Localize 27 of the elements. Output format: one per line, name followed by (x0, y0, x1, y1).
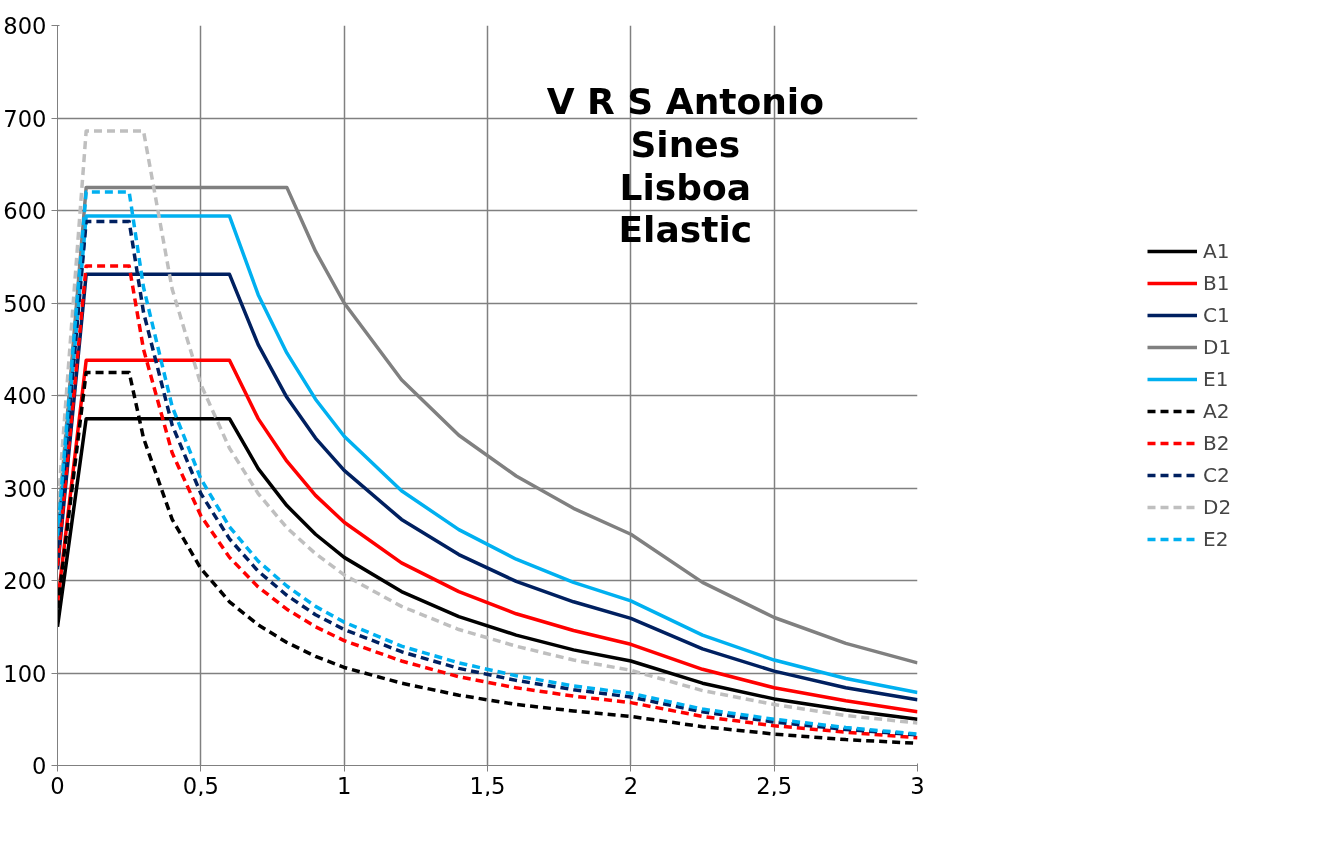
legend-label: E1 (1203, 367, 1230, 391)
x-tick-label: 1,5 (469, 772, 506, 799)
x-tick-label: 0 (50, 772, 65, 799)
y-tick-label: 700 (3, 105, 47, 132)
legend-label: A2 (1203, 399, 1231, 423)
y-tick-label: 600 (3, 198, 47, 224)
text: V R S Antonio Sines Lisboa Elastic (546, 80, 824, 251)
y-tick-label: 400 (3, 383, 47, 409)
x-tick-label: 2 (623, 772, 639, 799)
y-tick-label: 200 (3, 568, 47, 594)
x-tick-label: 1 (336, 772, 352, 799)
legend-label: A1 (1203, 239, 1231, 263)
x-tick-label: 3 (910, 772, 925, 799)
legend-label: D1 (1203, 335, 1233, 359)
legend-label: C1 (1203, 303, 1231, 327)
legend-label: E2 (1203, 527, 1230, 551)
legend-label: C2 (1203, 463, 1231, 487)
legend-label: B1 (1203, 271, 1231, 295)
y-tick-label: 500 (3, 290, 47, 317)
y-tick-label: 300 (3, 475, 47, 502)
x-tick-label: 0,5 (182, 772, 219, 799)
y-tick-label: 100 (3, 660, 47, 687)
x-tick-label: 2,5 (756, 772, 793, 799)
legend-label: D2 (1203, 495, 1233, 519)
legend-label: B2 (1203, 431, 1231, 455)
y-tick-label: 0 (32, 753, 47, 779)
y-tick-label: 800 (3, 13, 47, 39)
